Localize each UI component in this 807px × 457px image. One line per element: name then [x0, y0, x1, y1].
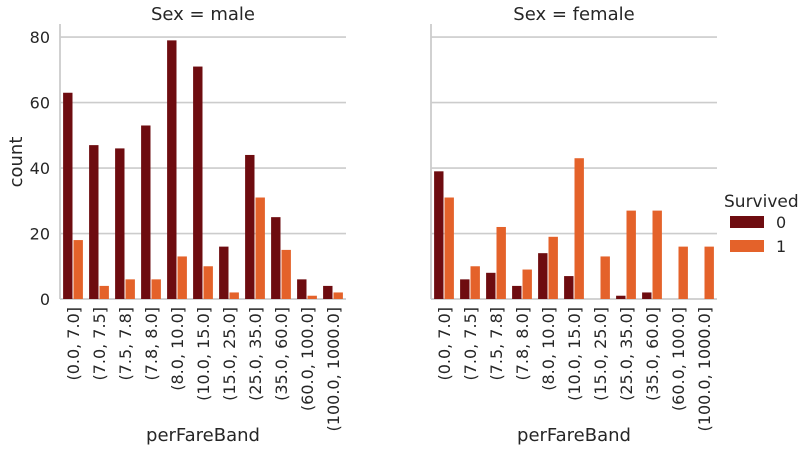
bar-survived [333, 292, 343, 299]
bar-not-survived [538, 253, 548, 299]
bar-survived [678, 246, 688, 299]
panel-title: Sex = male [151, 4, 255, 25]
x-tick-label: (100.0, 1000.0] [324, 307, 343, 431]
bar-not-survived [115, 148, 125, 299]
x-tick-label: (7.5, 7.8] [116, 307, 135, 381]
legend-label: 1 [776, 237, 786, 256]
x-tick-label: (7.8, 8.0] [513, 307, 532, 381]
y-axis-label: count [6, 137, 27, 188]
bar-not-survived [219, 246, 229, 299]
y-tick-label: 60 [30, 94, 50, 113]
x-tick-label: (60.0, 100.0] [669, 307, 688, 411]
y-tick-label: 80 [30, 28, 50, 47]
legend-label: 0 [776, 213, 786, 232]
x-axis-label: perFareBand [517, 425, 631, 446]
x-tick-label: (25.0, 35.0] [246, 307, 265, 401]
bar-not-survived [297, 279, 307, 299]
x-tick-label: (25.0, 35.0] [617, 307, 636, 401]
bar-survived [177, 256, 187, 299]
bar-survived [307, 295, 317, 299]
bar-survived [574, 158, 584, 299]
bar-not-survived [245, 154, 255, 299]
legend-swatch [730, 240, 764, 252]
bar-not-survived [512, 285, 522, 299]
bar-not-survived [193, 66, 203, 299]
legend-swatch [730, 216, 764, 228]
y-tick-label: 40 [30, 159, 50, 178]
bar-not-survived [63, 92, 73, 299]
x-tick-label: (60.0, 100.0] [298, 307, 317, 411]
bar-not-survived [323, 285, 333, 299]
bar-survived [522, 269, 532, 299]
bar-survived [151, 279, 161, 299]
bar-not-survived [271, 217, 281, 299]
bar-survived [203, 266, 213, 299]
bar-survived [125, 279, 135, 299]
panel-title: Sex = female [513, 4, 634, 25]
bar-not-survived [141, 125, 151, 299]
bar-not-survived [89, 145, 99, 299]
bar-not-survived [434, 171, 444, 299]
x-tick-label: (7.8, 8.0] [142, 307, 161, 381]
bar-not-survived [642, 292, 652, 299]
legend-title: Survived [724, 192, 799, 212]
bar-not-survived [564, 276, 574, 299]
bar-survived [626, 210, 636, 299]
x-axis-label: perFareBand [146, 425, 260, 446]
x-tick-label: (10.0, 15.0] [565, 307, 584, 401]
bar-survived [281, 249, 291, 299]
bar-survived [99, 285, 109, 299]
bar-not-survived [486, 272, 496, 299]
bar-survived [470, 266, 480, 299]
bar-survived [255, 197, 265, 299]
x-tick-label: (15.0, 25.0] [220, 307, 239, 401]
bar-not-survived [167, 40, 177, 299]
bar-survived [600, 256, 610, 299]
bar-not-survived [616, 295, 626, 299]
x-tick-label: (100.0, 1000.0] [695, 307, 714, 431]
x-tick-label: (8.0, 10.0] [539, 307, 558, 391]
y-tick-label: 20 [30, 225, 50, 244]
x-tick-label: (7.0, 7.5] [90, 307, 109, 381]
x-tick-label: (0.0, 7.0] [435, 307, 454, 381]
x-tick-label: (8.0, 10.0] [168, 307, 187, 391]
x-tick-label: (7.5, 7.8] [487, 307, 506, 381]
x-tick-label: (0.0, 7.0] [64, 307, 83, 381]
x-tick-label: (35.0, 60.0] [643, 307, 662, 401]
bar-survived [229, 292, 239, 299]
bar-not-survived [460, 279, 470, 299]
bar-survived [652, 210, 662, 299]
bar-survived [73, 240, 83, 299]
x-tick-label: (7.0, 7.5] [461, 307, 480, 381]
bar-survived [548, 236, 558, 299]
x-tick-label: (15.0, 25.0] [591, 307, 610, 401]
x-tick-label: (35.0, 60.0] [272, 307, 291, 401]
bar-survived [704, 246, 714, 299]
bar-survived [444, 197, 454, 299]
bar-survived [496, 226, 506, 299]
x-tick-label: (10.0, 15.0] [194, 307, 213, 401]
y-tick-label: 0 [40, 290, 50, 309]
